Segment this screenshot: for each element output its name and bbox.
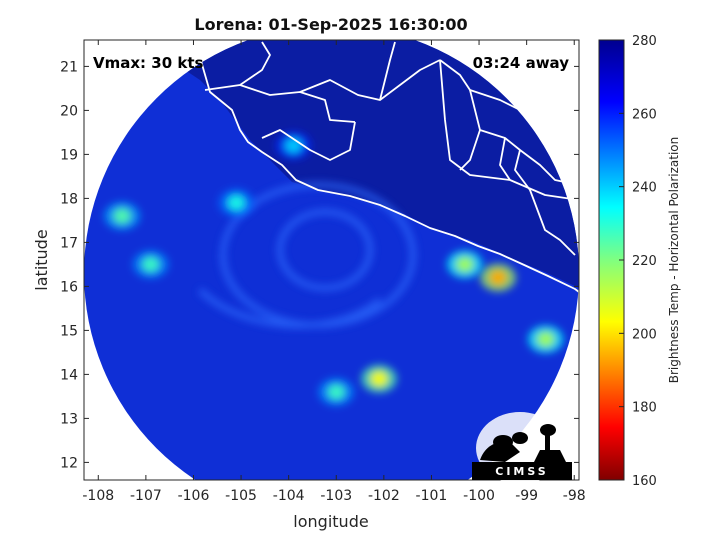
- plot-frame: [83, 39, 580, 481]
- y-tick-label: 15: [60, 323, 78, 339]
- x-tick-label: -102: [368, 488, 400, 504]
- y-tick-label: 20: [60, 103, 78, 119]
- colorbar-tick-label: 260: [632, 107, 657, 122]
- plot-area: [84, 40, 579, 480]
- vmax-label: Vmax: 30 kts: [93, 54, 203, 72]
- y-tick-label: 17: [60, 235, 78, 251]
- border-north-5: [439, 59, 579, 136]
- map-title: Lorena: 01-Sep-2025 16:30:00: [194, 15, 467, 34]
- colorbar-tick-label: 180: [632, 401, 657, 416]
- x-tick-label: -98: [563, 488, 586, 504]
- convective-cell: [527, 325, 564, 354]
- land-cold-region: [84, 40, 579, 288]
- logo-silhouette-icon: [480, 424, 566, 462]
- x-tick-label: -108: [82, 488, 114, 504]
- y-tick-label: 19: [60, 147, 78, 163]
- colorbar-tick-label: 200: [632, 327, 657, 342]
- colorbar-tick-label: 280: [632, 34, 657, 49]
- y-tick-label: 18: [60, 191, 78, 207]
- storm-bands: [197, 182, 416, 329]
- y-tick-label: 21: [60, 59, 78, 75]
- cimss-logo: CIMSS: [472, 412, 572, 484]
- colorbar-ticks: 160 180 200 220 240 260 280: [619, 34, 657, 489]
- x-tick-label: -104: [273, 488, 305, 504]
- convective-cell: [132, 250, 169, 279]
- y-tick-label: 14: [60, 367, 78, 383]
- convective-cell: [218, 188, 255, 217]
- swath-image: [84, 40, 579, 480]
- x-tick-label: -106: [178, 488, 210, 504]
- convective-cell: [104, 202, 141, 230]
- border-north-10: [514, 149, 576, 256]
- x-tick-label: -101: [416, 488, 448, 504]
- border-north-6: [439, 59, 579, 201]
- colorbar-tick-label: 220: [632, 254, 657, 269]
- border-north-1: [204, 41, 271, 91]
- logo-band: [472, 462, 572, 480]
- y-tick-label: 12: [60, 455, 78, 471]
- x-tick-label: -107: [130, 488, 162, 504]
- convective-features: [104, 131, 564, 406]
- convective-cell: [275, 131, 312, 160]
- x-axis-ticks: -108 -107 -106 -105 -104 -103 -102 -101 -100 -99 -…: [82, 40, 586, 504]
- convective-cell: [318, 378, 355, 406]
- convective-cell: [446, 250, 483, 279]
- colorbar-tick-label: 240: [632, 181, 657, 196]
- x-axis-label: longitude: [293, 512, 368, 531]
- border-north-11: [499, 137, 511, 181]
- convective-cell: [361, 364, 398, 393]
- time-away-label: 03:24 away: [473, 54, 570, 72]
- y-tick-label: 16: [60, 279, 78, 295]
- colorbar-tick-label: 160: [632, 474, 657, 489]
- x-tick-label: -103: [320, 488, 352, 504]
- border-north-4: [379, 41, 396, 101]
- convective-cell: [480, 263, 517, 292]
- x-tick-label: -99: [515, 488, 538, 504]
- colorbar-label: Brightness Temp - Horizontal Polarizatio…: [667, 137, 681, 384]
- x-tick-label: -105: [225, 488, 257, 504]
- coastlines: [194, 40, 579, 293]
- y-tick-label: 13: [60, 411, 78, 427]
- x-tick-label: -100: [463, 488, 495, 504]
- coastline-mexico: [194, 40, 579, 293]
- y-axis-label: latitude: [32, 229, 51, 290]
- border-north-9: [459, 129, 481, 171]
- y-axis-ticks: 12 13 14 15 16 17 18 19 20 21: [60, 59, 579, 471]
- logo-text: CIMSS: [495, 465, 548, 478]
- border-north-7: [261, 121, 356, 161]
- colorbar: 160 180 200 220 240 260 280 Brightness Temp - …: [598, 34, 681, 489]
- border-north-2: [239, 84, 356, 123]
